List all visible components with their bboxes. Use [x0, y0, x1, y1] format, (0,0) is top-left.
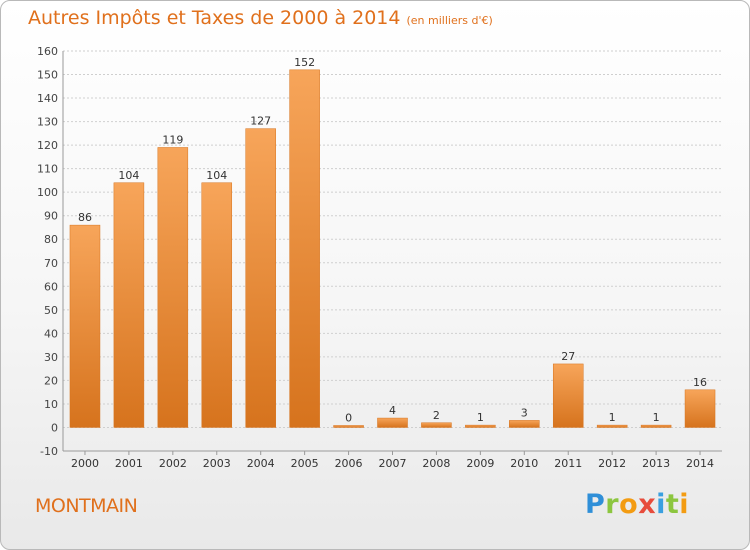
- x-tick-label: 2001: [115, 457, 143, 470]
- x-tick-label: 2006: [335, 457, 363, 470]
- bar: [684, 389, 716, 428]
- bar: [465, 424, 496, 428]
- bar-value-label: 16: [693, 376, 707, 389]
- bar-value-label: 0: [345, 411, 352, 424]
- x-tick-label: 2010: [510, 457, 538, 470]
- bar-value-label: 27: [561, 350, 575, 363]
- bar-value-label: 119: [162, 133, 183, 146]
- y-tick-label: 150: [37, 69, 58, 82]
- bar: [377, 417, 408, 428]
- x-tick-label: 2009: [466, 457, 494, 470]
- y-tick-label: 20: [44, 374, 58, 387]
- y-tick-label: 50: [44, 304, 58, 317]
- logo-letter: i: [656, 489, 666, 520]
- bar-value-label: 4: [389, 404, 396, 417]
- bar: [509, 420, 540, 428]
- bar: [421, 422, 452, 428]
- y-tick-label: 130: [37, 116, 58, 129]
- bar-value-label: 86: [78, 211, 92, 224]
- bar-value-label: 104: [118, 169, 139, 182]
- bar: [201, 182, 233, 428]
- x-tick-label: 2000: [71, 457, 99, 470]
- y-tick-label: 40: [44, 327, 58, 340]
- logo-letter: o: [619, 489, 639, 520]
- x-tick-label: 2008: [422, 457, 450, 470]
- x-tick-label: 2005: [291, 457, 319, 470]
- bar-value-label: 1: [609, 411, 616, 424]
- y-tick-label: 120: [37, 139, 58, 152]
- x-tick-label: 2003: [203, 457, 231, 470]
- bar: [333, 425, 364, 428]
- bar: [69, 224, 101, 428]
- title-text: Autres Impôts et Taxes de 2000 à 2014: [28, 7, 401, 29]
- x-tick-label: 2014: [686, 457, 714, 470]
- bar: [245, 128, 276, 428]
- bar: [640, 424, 672, 428]
- bar: [289, 69, 320, 428]
- bar-value-label: 3: [521, 406, 528, 419]
- y-tick-label: 30: [44, 351, 58, 364]
- chart-subtitle: (en milliers d'€): [406, 14, 493, 27]
- y-tick-label: 80: [44, 233, 58, 246]
- logo-letter: r: [605, 489, 620, 520]
- bar: [113, 182, 145, 428]
- y-tick-label: 70: [44, 257, 58, 270]
- x-tick-label: 2007: [379, 457, 407, 470]
- y-tick-label: 0: [51, 421, 58, 434]
- bar-value-label: 152: [294, 56, 315, 69]
- town-name: MONTMAIN: [35, 495, 138, 517]
- y-tick-label: 100: [37, 186, 58, 199]
- y-tick-label: 110: [37, 163, 58, 176]
- y-tick-label: 160: [37, 45, 58, 58]
- bar-value-label: 1: [653, 411, 660, 424]
- bar: [157, 147, 189, 428]
- y-tick-label: 140: [37, 92, 58, 105]
- logo-letter: i: [679, 489, 690, 520]
- proxiti-logo: Proxiti: [585, 489, 689, 520]
- bar: [552, 363, 584, 428]
- x-tick-label: 2002: [159, 457, 187, 470]
- x-tick-label: 2011: [554, 457, 582, 470]
- x-tick-label: 2013: [642, 457, 670, 470]
- x-tick-label: 2012: [598, 457, 626, 470]
- bar-value-label: 2: [433, 409, 440, 422]
- y-tick-label: 10: [44, 398, 58, 411]
- logo-letter: t: [665, 489, 680, 520]
- bar-value-label: 104: [206, 169, 227, 182]
- bar-value-label: 127: [250, 115, 271, 128]
- y-tick-label: 90: [44, 210, 58, 223]
- logo-letter: x: [638, 489, 657, 520]
- bar-value-label: 1: [477, 411, 484, 424]
- x-tick-label: 2004: [247, 457, 275, 470]
- y-tick-label: 60: [44, 280, 58, 293]
- chart-title: Autres Impôts et Taxes de 2000 à 2014 (en…: [28, 7, 493, 29]
- y-tick-label: -10: [40, 445, 58, 458]
- logo-letter: P: [585, 489, 606, 520]
- bar: [596, 424, 628, 428]
